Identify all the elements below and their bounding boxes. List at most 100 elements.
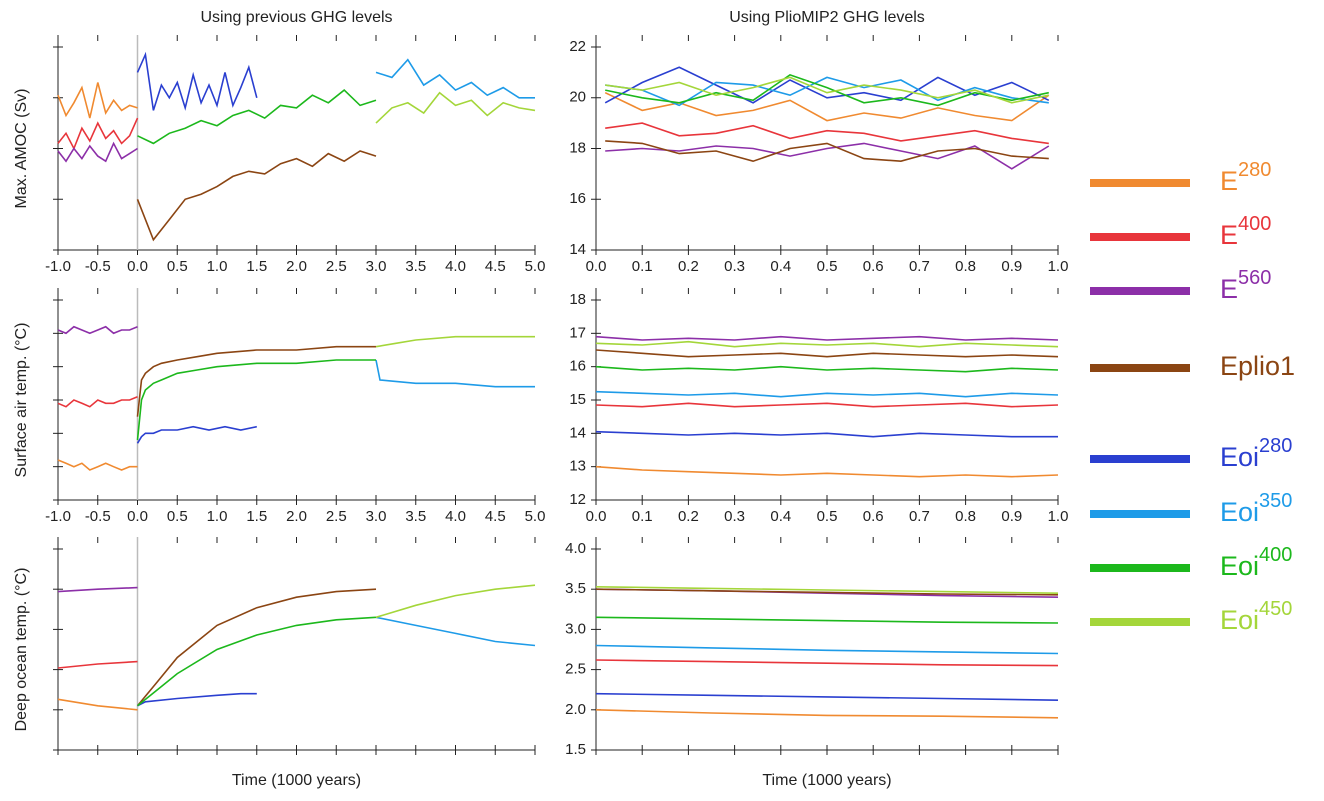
- series-line: [595, 402, 1059, 408]
- series-line: [57, 459, 138, 471]
- legend-label: Eoi280: [1220, 435, 1292, 472]
- series-line: [57, 586, 138, 593]
- series-line: [57, 325, 138, 335]
- legend-label: E560: [1220, 267, 1271, 304]
- y-tick-label: 22: [569, 38, 586, 55]
- x-tick-label: -1.0: [45, 508, 71, 525]
- series-line: [595, 644, 1059, 655]
- x-tick-label: 0.0: [586, 258, 607, 275]
- x-tick-label: 2.5: [326, 508, 347, 525]
- y-tick-label: 4.0: [565, 540, 586, 557]
- series-line: [605, 122, 1049, 145]
- series-line: [137, 89, 377, 145]
- x-tick-label: 4.0: [445, 508, 466, 525]
- y-axis-label: Surface air temp. (°C): [13, 323, 30, 478]
- y-tick-label: 3.0: [565, 620, 586, 637]
- x-tick-label: 5.0: [525, 258, 546, 275]
- series-line: [605, 140, 1049, 163]
- y-tick-label: 16: [569, 358, 586, 375]
- x-tick-label: 0.4: [770, 258, 791, 275]
- series-line: [136, 425, 257, 444]
- series-line: [595, 365, 1059, 373]
- x-tick-label: 0.3: [724, 258, 745, 275]
- x-tick-label: 4.5: [485, 508, 506, 525]
- x-tick-label: 0.0: [586, 508, 607, 525]
- legend-label: Eoi350: [1220, 490, 1292, 527]
- series-line: [605, 74, 1049, 107]
- series-line: [595, 390, 1059, 398]
- x-tick-label: 1.0: [207, 258, 228, 275]
- x-tick-label: 3.5: [405, 258, 426, 275]
- series-line: [595, 430, 1058, 438]
- y-tick-label: 14: [569, 424, 586, 441]
- x-tick-label: 2.0: [286, 508, 307, 525]
- series-line: [595, 586, 1059, 594]
- legend-label: E280: [1220, 159, 1271, 196]
- series-line: [375, 58, 535, 99]
- x-tick-label: -0.5: [85, 508, 111, 525]
- series-line: [604, 91, 1050, 122]
- y-tick-label: 16: [569, 190, 586, 207]
- x-tick-label: 4.0: [445, 258, 466, 275]
- x-tick-label: 0.9: [1001, 258, 1022, 275]
- x-tick-label: 0.5: [817, 258, 838, 275]
- series-line: [595, 709, 1059, 719]
- x-tick-label: 0.3: [724, 508, 745, 525]
- series-line: [57, 698, 138, 711]
- series-line: [136, 150, 377, 242]
- y-tick-label: 14: [569, 241, 586, 258]
- series-line: [136, 359, 376, 441]
- x-tick-label: 1.0: [1048, 258, 1069, 275]
- panel-title: Using PlioMIP2 GHG levels: [729, 9, 925, 26]
- x-tick-label: 0.7: [909, 258, 930, 275]
- series-line: [57, 82, 138, 119]
- x-tick-label: 0.8: [955, 258, 976, 275]
- y-tick-label: 12: [569, 491, 586, 508]
- x-tick-label: 0.4: [770, 508, 791, 525]
- x-axis-label: Time (1000 years): [232, 772, 361, 789]
- series-line: [375, 616, 536, 647]
- series-line: [595, 465, 1059, 478]
- x-tick-label: 3.5: [405, 508, 426, 525]
- series-line: [375, 359, 535, 388]
- series-line: [595, 340, 1059, 348]
- x-tick-label: 1.5: [246, 258, 267, 275]
- x-tick-label: 0.0: [127, 258, 148, 275]
- x-tick-label: 3.0: [366, 258, 387, 275]
- series-line: [57, 141, 138, 163]
- y-tick-label: 3.5: [565, 580, 586, 597]
- y-tick-label: 18: [569, 139, 586, 156]
- x-tick-label: 0.0: [127, 508, 148, 525]
- x-tick-label: 1.0: [1048, 508, 1069, 525]
- series-line: [136, 345, 376, 417]
- series-line: [57, 395, 138, 408]
- x-tick-label: 1.5: [246, 508, 267, 525]
- y-tick-label: 18: [569, 291, 586, 308]
- y-axis-label: Max. AMOC (Sv): [13, 88, 30, 208]
- x-tick-label: -0.5: [85, 258, 111, 275]
- y-tick-label: 20: [569, 89, 586, 106]
- x-tick-label: 0.7: [909, 508, 930, 525]
- series-line: [605, 142, 1050, 170]
- x-tick-label: 0.1: [632, 508, 653, 525]
- y-tick-label: 13: [569, 458, 586, 475]
- y-tick-label: 1.5: [565, 741, 586, 758]
- x-tick-label: 0.5: [167, 508, 188, 525]
- x-tick-label: 0.2: [678, 258, 699, 275]
- x-tick-label: 0.8: [955, 508, 976, 525]
- x-tick-label: 5.0: [525, 508, 546, 525]
- x-tick-label: 3.0: [366, 508, 387, 525]
- series-line: [595, 659, 1059, 667]
- panel-title: Using previous GHG levels: [200, 9, 392, 26]
- y-axis-label: Deep ocean temp. (°C): [13, 568, 30, 732]
- legend-label: Eoi450: [1220, 598, 1292, 635]
- x-tick-label: 0.6: [863, 508, 884, 525]
- series-line: [136, 616, 377, 707]
- x-tick-label: 4.5: [485, 258, 506, 275]
- x-tick-label: 0.1: [632, 258, 653, 275]
- series-line: [375, 91, 536, 124]
- series-line: [595, 335, 1059, 341]
- series-line: [375, 335, 535, 348]
- x-tick-label: 1.0: [207, 508, 228, 525]
